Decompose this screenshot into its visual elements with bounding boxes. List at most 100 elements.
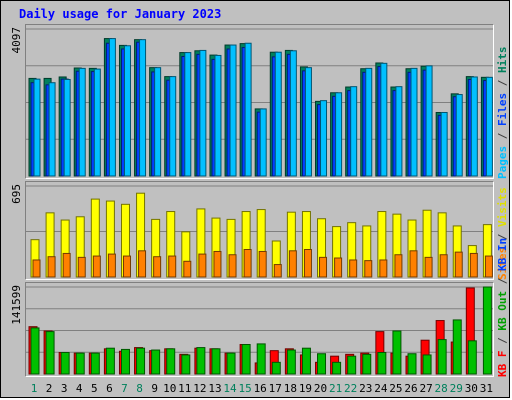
- bar-kb-out-13: [211, 348, 221, 375]
- bar-sites-18: [288, 250, 297, 278]
- bar-pages-12: [199, 49, 207, 177]
- bar-pages-13: [214, 54, 222, 177]
- bar-kb-out-20: [317, 353, 327, 375]
- top-legend-item-0: Pages: [496, 146, 509, 179]
- bar-sites-11: [183, 260, 192, 278]
- bar-pages-10: [169, 76, 177, 177]
- middle-legend-item-1: /: [496, 233, 509, 247]
- bar-sites-24: [379, 259, 388, 278]
- bar-pages-6: [108, 38, 116, 177]
- bar-sites-12: [198, 253, 207, 278]
- bar-kb-out-27: [422, 354, 432, 375]
- bar-sites-16: [258, 250, 267, 278]
- chart-title: Daily usage for January 2023: [19, 7, 222, 21]
- bar-kb-out-18: [286, 349, 296, 375]
- middle-legend-item-2: Visits: [496, 187, 509, 233]
- bar-kb-out-4: [75, 352, 85, 375]
- top-legend-item-1: /: [496, 132, 509, 146]
- x-axis-label-21: 21: [329, 382, 342, 395]
- bar-kb-out-5: [90, 352, 100, 375]
- bar-kb-out-6: [105, 347, 115, 375]
- bar-sites-8: [138, 250, 147, 278]
- x-axis-label-27: 27: [419, 382, 432, 395]
- x-axis-label-17: 17: [269, 382, 282, 395]
- visits-sites-chart: [26, 185, 493, 278]
- x-axis-label-2: 2: [46, 382, 53, 395]
- bar-kb-out-26: [407, 353, 417, 375]
- bar-kb-out-31: [482, 286, 492, 375]
- bottom-legend-item-1: /: [496, 337, 509, 351]
- bar-kb-out-22: [347, 355, 357, 375]
- bar-pages-27: [425, 65, 433, 177]
- bottom-legend: KB F / KB Out / KB In: [496, 238, 509, 377]
- bar-kb-out-1: [30, 327, 40, 375]
- hits-files-pages-chart: [26, 28, 493, 177]
- bar-kb-out-12: [196, 347, 206, 375]
- x-axis-label-1: 1: [31, 382, 38, 395]
- bar-sites-20: [319, 256, 328, 278]
- middle-legend-item-0: Sites: [496, 247, 509, 280]
- bar-sites-29: [454, 251, 463, 278]
- bar-pages-11: [184, 52, 192, 177]
- bar-sites-25: [394, 254, 403, 278]
- bar-kb-out-23: [362, 353, 372, 375]
- bar-kb-out-15: [241, 344, 251, 375]
- bar-kb-out-28: [437, 339, 447, 375]
- bar-kb-out-3: [60, 351, 70, 375]
- x-axis-label-4: 4: [76, 382, 83, 395]
- bar-kb-out-2: [45, 331, 55, 375]
- bar-pages-29: [455, 94, 463, 177]
- x-axis-label-18: 18: [284, 382, 297, 395]
- bar-sites-10: [168, 255, 177, 278]
- x-axis-label-11: 11: [178, 382, 191, 395]
- bar-sites-15: [243, 249, 252, 278]
- bar-sites-19: [303, 249, 312, 278]
- middle-ymax-label: 695: [10, 184, 23, 204]
- x-axis-label-16: 16: [254, 382, 267, 395]
- bar-sites-22: [349, 259, 358, 278]
- top-ymax-label: 4097: [10, 27, 23, 54]
- bar-pages-14: [229, 44, 237, 177]
- bar-sites-1: [32, 259, 41, 278]
- bottom-panel: [25, 282, 494, 377]
- bar-kb-out-17: [271, 361, 281, 375]
- bar-sites-17: [273, 264, 282, 278]
- bar-sites-3: [62, 252, 71, 278]
- bar-kb-out-21: [332, 361, 342, 375]
- bar-pages-23: [365, 67, 373, 177]
- bar-kb-out-14: [226, 352, 236, 375]
- x-axis-label-7: 7: [121, 382, 128, 395]
- x-axis-label-13: 13: [208, 382, 221, 395]
- top-legend-item-3: /: [496, 79, 509, 93]
- top-panel: [25, 24, 494, 179]
- x-axis-label-5: 5: [91, 382, 98, 395]
- bar-kb-out-16: [256, 343, 266, 375]
- middle-legend: Sites / Visits: [496, 187, 509, 280]
- bottom-legend-item-2: KB Out: [496, 291, 509, 337]
- x-axis-label-9: 9: [151, 382, 158, 395]
- bar-kb-out-10: [166, 348, 176, 375]
- bar-sites-4: [77, 256, 86, 278]
- x-axis-label-14: 14: [223, 382, 237, 395]
- bar-pages-5: [93, 68, 101, 177]
- x-axis-label-26: 26: [404, 382, 417, 395]
- x-axis-label-30: 30: [465, 382, 478, 395]
- bar-pages-16: [259, 108, 267, 177]
- bar-pages-25: [395, 86, 403, 177]
- bar-kb-out-25: [392, 330, 402, 375]
- bar-sites-31: [484, 255, 493, 278]
- bar-pages-31: [485, 76, 493, 177]
- bar-sites-6: [107, 253, 116, 278]
- bar-kb-out-19: [301, 347, 311, 375]
- bar-sites-27: [424, 256, 433, 278]
- bar-pages-30: [470, 76, 478, 177]
- x-axis-label-12: 12: [193, 382, 206, 395]
- bar-pages-9: [154, 67, 162, 177]
- bar-pages-20: [320, 100, 328, 177]
- x-axis-label-6: 6: [106, 382, 113, 395]
- x-axis-label-20: 20: [314, 382, 327, 395]
- bar-sites-21: [334, 257, 343, 278]
- bar-pages-1: [33, 78, 41, 177]
- bar-pages-15: [244, 42, 252, 177]
